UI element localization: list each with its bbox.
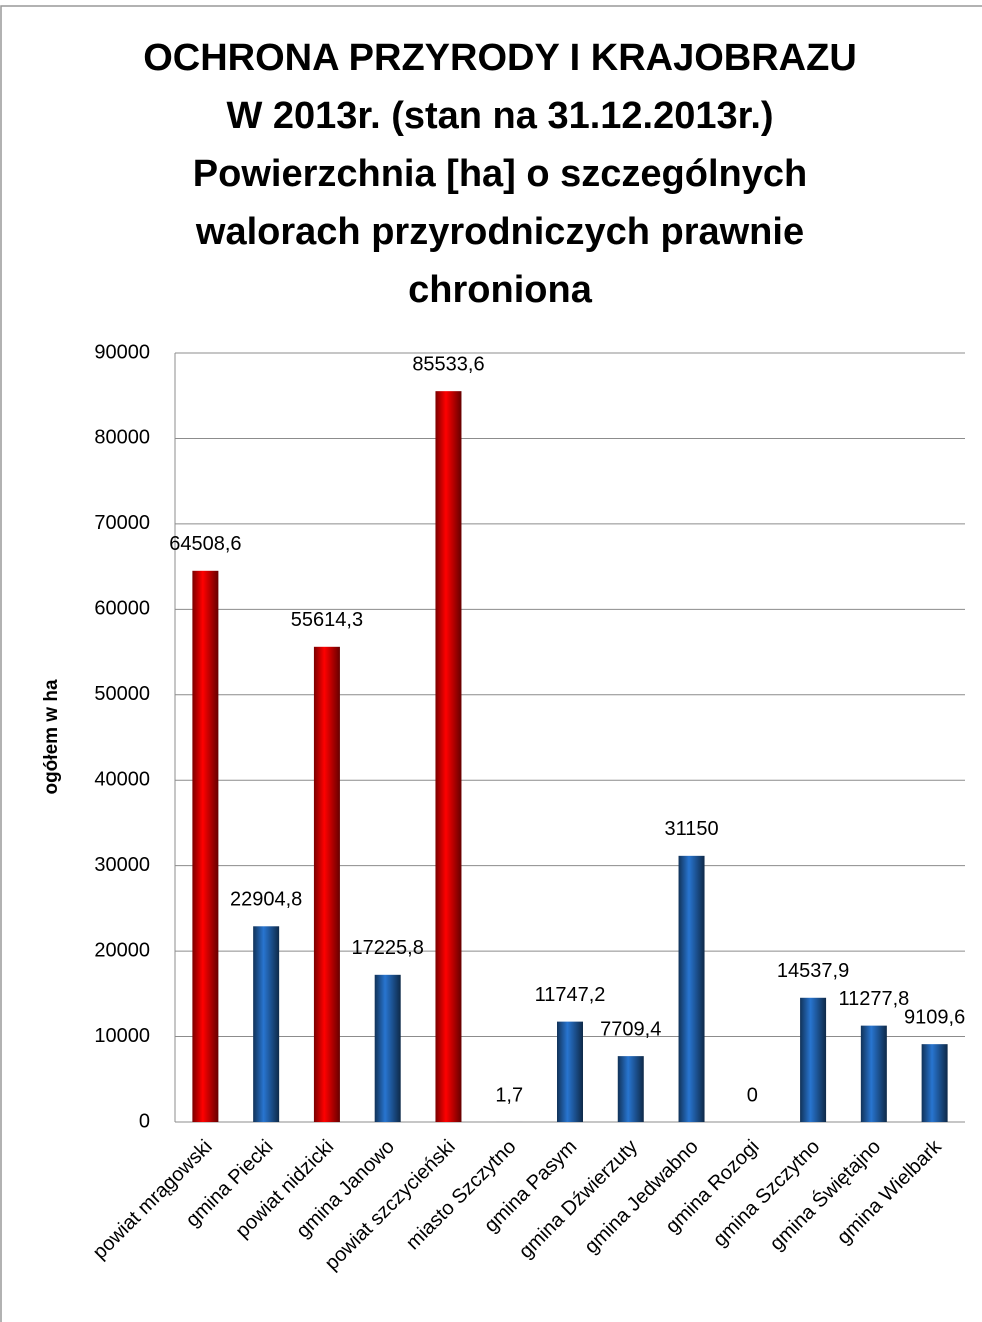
chart-border bbox=[0, 5, 982, 1322]
data-label: 9109,6 bbox=[904, 1006, 965, 1028]
y-tick-label: 0 bbox=[139, 1110, 150, 1132]
data-label: 11277,8 bbox=[838, 988, 909, 1010]
data-label: 14537,9 bbox=[777, 960, 849, 982]
data-label: 85533,6 bbox=[412, 353, 484, 375]
bar bbox=[313, 646, 340, 1122]
data-label: 0 bbox=[747, 1084, 758, 1106]
y-tick-label: 90000 bbox=[94, 341, 150, 363]
y-tick-label: 70000 bbox=[94, 512, 150, 534]
data-label: 11747,2 bbox=[535, 984, 606, 1006]
bar bbox=[435, 391, 462, 1122]
bar bbox=[253, 926, 280, 1122]
data-label: 17225,8 bbox=[352, 937, 424, 959]
data-label: 55614,3 bbox=[291, 609, 363, 631]
x-tick-label: gmina Wielbark bbox=[833, 1135, 947, 1249]
bar bbox=[678, 855, 705, 1122]
bar bbox=[921, 1044, 948, 1122]
chart-title: Powierzchnia [ha] o szczególnych bbox=[193, 153, 807, 195]
y-tick-label: 10000 bbox=[94, 1025, 150, 1047]
data-label: 64508,6 bbox=[169, 533, 241, 555]
y-axis-label: ogółem w ha bbox=[41, 679, 62, 795]
data-label: 7709,4 bbox=[600, 1018, 661, 1040]
chart-title: chroniona bbox=[408, 269, 593, 311]
y-tick-label: 50000 bbox=[94, 683, 150, 705]
chart-title: OCHRONA PRZYRODY I KRAJOBRAZU bbox=[143, 37, 857, 79]
x-tick-label: gmina Szczytno bbox=[709, 1136, 824, 1251]
x-tick-label: gmina Świętajno bbox=[764, 1134, 885, 1255]
bar bbox=[374, 974, 401, 1122]
data-label: 22904,8 bbox=[230, 889, 302, 911]
x-tick-label: gmina Jedwabno bbox=[580, 1136, 702, 1258]
chart-title: walorach przyrodniczych prawnie bbox=[195, 211, 804, 253]
bar bbox=[192, 570, 219, 1122]
data-label: 1,7 bbox=[495, 1084, 523, 1106]
y-tick-label: 30000 bbox=[94, 854, 150, 876]
x-tick-label: miasto Szczytno bbox=[402, 1136, 521, 1255]
bar bbox=[557, 1021, 583, 1122]
bar bbox=[860, 1025, 887, 1122]
y-tick-label: 60000 bbox=[94, 598, 150, 620]
y-tick-label: 20000 bbox=[94, 939, 150, 961]
data-label: 31150 bbox=[664, 818, 718, 840]
bar bbox=[617, 1056, 644, 1122]
chart-title: W 2013r. (stan na 31.12.2013r.) bbox=[226, 95, 773, 137]
y-tick-label: 80000 bbox=[94, 427, 150, 449]
y-tick-label: 40000 bbox=[94, 769, 150, 791]
bar bbox=[800, 997, 827, 1122]
